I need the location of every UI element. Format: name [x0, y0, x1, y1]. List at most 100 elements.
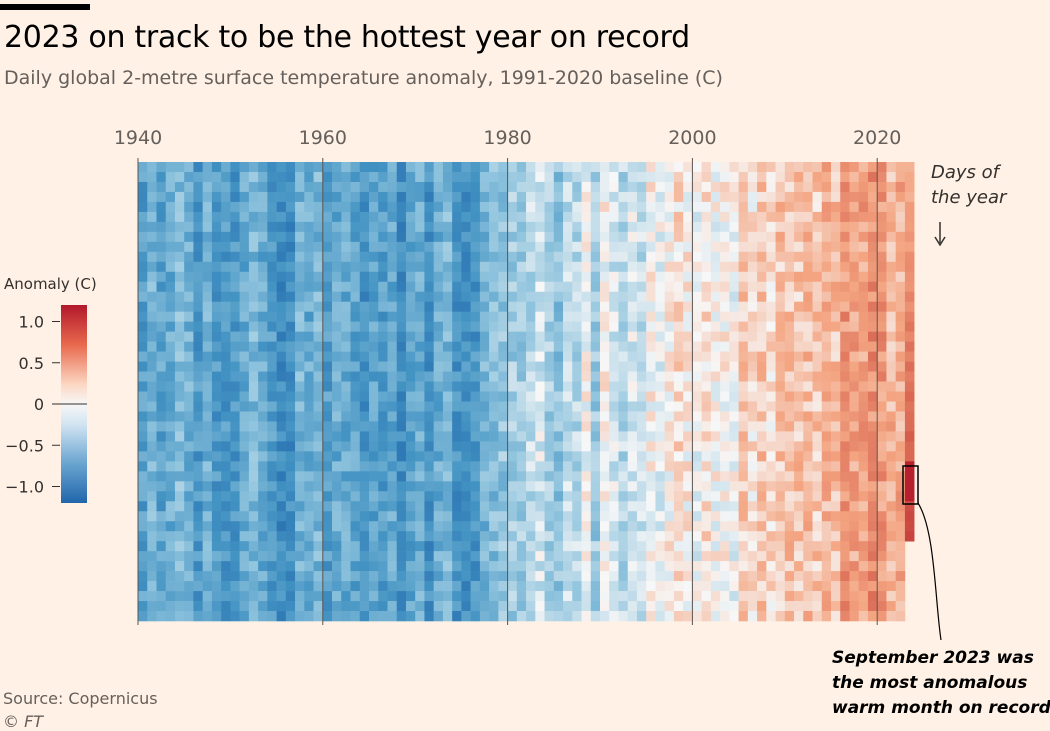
heatmap-cell-2013-5 — [812, 211, 823, 223]
heatmap-cell-1980-2 — [507, 181, 518, 193]
heatmap-cell-1955-34 — [276, 501, 287, 512]
heatmap-cell-1956-6 — [285, 221, 296, 233]
heatmap-cell-1959-20 — [313, 361, 324, 372]
heatmap-cell-1999-17 — [683, 331, 693, 342]
heatmap-cell-1975-38 — [461, 541, 471, 552]
heatmap-cell-1942-5 — [156, 211, 167, 223]
heatmap-cell-1998-33 — [673, 491, 684, 502]
heatmap-cell-1990-22 — [600, 381, 610, 392]
heatmap-cell-2013-0 — [812, 162, 823, 173]
heatmap-cell-2011-1 — [794, 171, 804, 183]
heatmap-cell-2008-25 — [766, 411, 776, 422]
heatmap-cell-1962-35 — [341, 511, 351, 522]
heatmap-cell-1991-6 — [609, 221, 619, 233]
heatmap-cell-1940-21 — [138, 371, 148, 382]
heatmap-cell-1958-31 — [304, 471, 314, 482]
heatmap-cell-2020-5 — [877, 211, 887, 223]
heatmap-cell-1999-15 — [683, 311, 693, 322]
heatmap-cell-1960-28 — [322, 441, 333, 452]
heatmap-cell-1958-5 — [304, 211, 314, 223]
colorbar-tick-label-0: 1.0 — [19, 313, 44, 332]
heatmap-cell-2003-14 — [720, 301, 730, 312]
heatmap-cell-1962-10 — [341, 261, 351, 273]
heatmap-cell-1988-3 — [581, 191, 592, 203]
heatmap-cell-2011-18 — [794, 341, 804, 352]
heatmap-cell-1952-14 — [248, 301, 259, 312]
heatmap-cell-1942-32 — [156, 481, 167, 492]
heatmap-cell-2009-3 — [775, 191, 786, 203]
heatmap-cell-1949-20 — [221, 361, 231, 372]
heatmap-cell-2001-32 — [701, 481, 712, 492]
heatmap-cell-2021-3 — [886, 191, 896, 203]
heatmap-cell-1941-1 — [147, 171, 157, 183]
heatmap-cell-1984-36 — [544, 521, 555, 532]
heatmap-cell-1958-14 — [304, 301, 314, 312]
heatmap-cell-2023-36 — [904, 521, 915, 532]
heatmap-cell-1958-18 — [304, 341, 314, 352]
heatmap-cell-2021-33 — [886, 491, 896, 502]
heatmap-cell-2023-22 — [904, 381, 915, 392]
heatmap-cell-2017-26 — [849, 421, 860, 432]
heatmap-cell-2012-36 — [803, 521, 813, 532]
heatmap-cell-1940-33 — [138, 491, 148, 502]
heatmap-cell-1983-3 — [535, 191, 545, 203]
heatmap-cell-2023-26 — [904, 421, 915, 432]
heatmap-cell-2008-42 — [766, 581, 776, 592]
heatmap-cell-1943-12 — [165, 281, 176, 293]
heatmap-cell-1960-14 — [322, 301, 333, 312]
heatmap-cell-1945-41 — [184, 571, 194, 582]
heatmap-cell-1940-1 — [138, 171, 148, 183]
heatmap-cell-1997-45 — [664, 611, 675, 622]
heatmap-cell-2007-43 — [757, 591, 767, 602]
heatmap-cell-1992-6 — [618, 221, 629, 233]
heatmap-cell-1984-31 — [544, 471, 555, 482]
heatmap-cell-2014-20 — [821, 361, 832, 372]
heatmap-cell-1990-41 — [600, 571, 610, 582]
heatmap-cell-1998-11 — [673, 271, 684, 283]
heatmap-cell-2013-41 — [812, 571, 823, 582]
heatmap-cell-1999-9 — [683, 251, 693, 263]
heatmap-cell-2016-16 — [840, 321, 850, 332]
heatmap-cell-1956-32 — [285, 481, 296, 492]
heatmap-cell-1943-1 — [165, 171, 176, 183]
heatmap-cell-2015-40 — [831, 561, 841, 572]
heatmap-cell-1988-21 — [581, 371, 592, 382]
heatmap-cell-1972-42 — [433, 581, 444, 592]
heatmap-cell-1982-43 — [526, 591, 536, 602]
heatmap-cell-2016-20 — [840, 361, 850, 372]
x-tick-label-2020: 2020 — [853, 127, 901, 149]
heatmap-cell-1953-40 — [258, 561, 268, 572]
heatmap-cell-1997-31 — [664, 471, 675, 482]
heatmap-cell-1946-25 — [193, 411, 203, 422]
heatmap-cell-1949-19 — [221, 351, 231, 362]
heatmap-cell-1992-39 — [618, 551, 629, 562]
heatmap-cell-1977-31 — [479, 471, 490, 482]
heatmap-cell-1973-30 — [442, 461, 453, 472]
heatmap-cell-2022-45 — [895, 611, 906, 622]
heatmap-cell-1986-45 — [563, 611, 573, 622]
heatmap-cell-1960-36 — [322, 521, 333, 532]
heatmap-cell-2014-21 — [821, 371, 832, 382]
heatmap-cell-1961-15 — [332, 311, 342, 322]
heatmap-cell-1971-21 — [424, 371, 434, 382]
heatmap-cell-1971-17 — [424, 331, 434, 342]
heatmap-cell-1949-39 — [221, 551, 231, 562]
heatmap-cell-1948-38 — [211, 541, 222, 552]
heatmap-cell-1948-20 — [211, 361, 222, 372]
heatmap-cell-2016-29 — [840, 451, 850, 462]
heatmap-cell-2009-22 — [775, 381, 786, 392]
heatmap-cell-1951-4 — [239, 201, 250, 213]
heatmap-cell-1995-39 — [646, 551, 656, 562]
heatmap-cell-1992-11 — [618, 271, 629, 283]
heatmap-cell-1950-0 — [230, 162, 240, 173]
heatmap-cell-1944-9 — [174, 251, 185, 263]
heatmap-cell-2007-39 — [757, 551, 767, 562]
heatmap-cell-1956-31 — [285, 471, 296, 482]
heatmap-cell-2021-45 — [886, 611, 896, 622]
heatmap-cell-1996-39 — [655, 551, 665, 562]
heatmap-cell-2018-10 — [858, 261, 869, 273]
heatmap-cell-1989-37 — [590, 531, 601, 542]
heatmap-cell-1972-8 — [433, 241, 444, 253]
heatmap-cell-2000-18 — [692, 341, 702, 352]
heatmap-cell-1975-26 — [461, 421, 471, 432]
